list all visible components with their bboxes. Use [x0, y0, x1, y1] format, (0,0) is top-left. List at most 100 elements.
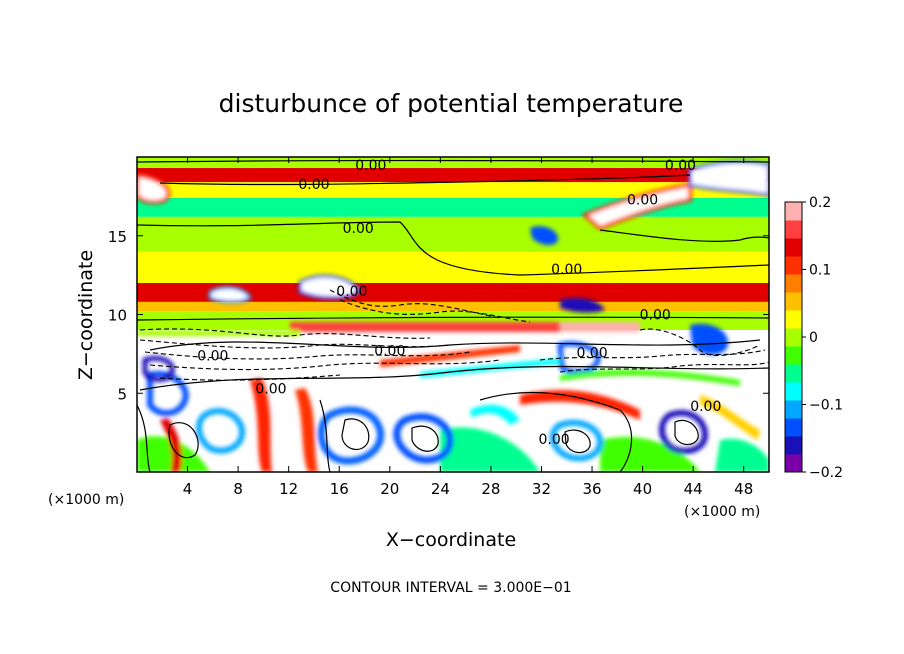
x-tick-label: 40 [633, 480, 652, 498]
mid-blue-patch [690, 323, 729, 355]
field-band [137, 157, 769, 169]
colorbar-segment [785, 220, 802, 239]
lower-green-patch [600, 436, 700, 472]
y-tick-label: 5 [117, 385, 127, 403]
contour-label: 0.00 [355, 158, 386, 174]
contour-label: 0.00 [343, 221, 374, 237]
upper-blue-patch [530, 226, 559, 246]
upper-blue-patch [560, 298, 605, 313]
colorbar-tick-label: 0 [809, 330, 818, 346]
x-tick-label: 48 [734, 480, 753, 498]
x-unit-right: (×1000 m) [684, 504, 760, 520]
colorbar-segment [785, 274, 802, 293]
contour-line [559, 361, 769, 373]
lower-red-streak [295, 388, 318, 472]
x-tick-label: 12 [279, 480, 298, 498]
colorbar-segment [785, 436, 802, 455]
upper-white-patch [137, 172, 171, 205]
colorbar-segment [785, 418, 802, 437]
x-tick-label: 32 [532, 480, 551, 498]
x-tick-label: 24 [431, 480, 450, 498]
plot-area: 0.00 0.00 0.00 0.00 0.00 0.00 0.00 0.00 0.00 0.00… [137, 157, 769, 472]
colorbar-segment [785, 382, 802, 401]
mid-red-streak [380, 345, 520, 367]
negative-contours [139, 289, 769, 381]
y-tick-label: 15 [108, 228, 127, 246]
contour-line [137, 159, 769, 163]
colorbar-segment [785, 202, 802, 221]
colorbar-ticks: 0.2 0.1 0 −0.1 −0.2 [802, 195, 843, 481]
lower-blue-ring [196, 408, 246, 454]
contour-line [329, 289, 501, 319]
lower-cyan-streak [470, 404, 520, 425]
contour-line [564, 429, 591, 454]
x-axis-label: X−coordinate [386, 529, 516, 551]
contour-line [341, 418, 370, 451]
field-band [137, 301, 769, 312]
colorbar-segment [785, 400, 802, 419]
lower-blue-ring [659, 410, 709, 455]
lower-blue-ring [317, 406, 385, 465]
colorbar-segment [785, 292, 802, 311]
colorbar-segment [785, 256, 802, 275]
contour-line [149, 359, 501, 371]
x-tick-label: 4 [183, 480, 193, 498]
colorbar-segment [785, 238, 802, 257]
mid-red-band [290, 322, 640, 332]
x-tick-label: 20 [380, 480, 399, 498]
lower-red-streak [250, 378, 272, 472]
y-axis-label: Z−coordinate [75, 250, 97, 380]
contour-line [137, 221, 769, 276]
x-unit-left: (×1000 m) [48, 492, 124, 508]
field-band [137, 216, 769, 252]
contour-line [139, 339, 451, 349]
contour-label: 0.00 [640, 308, 671, 324]
lower-green-patch [440, 427, 540, 472]
contour-line [144, 351, 471, 360]
colorbar-tick-label: 0.2 [809, 195, 831, 211]
contour-label: 0.00 [197, 348, 228, 364]
lower-field [137, 330, 769, 472]
mid-blue-ring [142, 355, 175, 382]
mid-cyan-streak [420, 358, 560, 378]
contour-line [137, 316, 769, 321]
contour-line [411, 425, 439, 452]
contour-label: 0.00 [665, 158, 696, 174]
contour-interval-note: CONTOUR INTERVAL = 3.000E−01 [330, 580, 571, 596]
contour-line [139, 328, 431, 339]
contour-line [339, 299, 531, 323]
contour-labels: 0.00 0.00 0.00 0.00 0.00 0.00 0.00 0.00 0.00 0.00… [197, 158, 721, 448]
upper-white-patch [298, 274, 363, 300]
lower-blue-ring [549, 419, 604, 462]
upper-patches [137, 160, 769, 313]
contour-label: 0.00 [551, 262, 582, 278]
contour-lines [137, 159, 769, 472]
lower-yellow-streak [700, 395, 760, 440]
chart-title: disturbunce of potential temperature [219, 89, 684, 118]
colorbar-segment [785, 454, 802, 473]
upper-white-patch [208, 286, 252, 304]
x-tick-label: 16 [330, 480, 349, 498]
contour-line [168, 422, 199, 459]
contour-line [599, 229, 769, 242]
contour-line [479, 392, 633, 472]
contour-line [159, 374, 341, 381]
x-axis-ticks: 4 8 12 16 20 24 28 32 36 40 44 48 [183, 157, 753, 498]
contour-label: 0.00 [627, 193, 658, 209]
contour-label: 0.00 [576, 345, 607, 361]
colorbar-tick-label: −0.2 [809, 465, 843, 481]
x-tick-label: 28 [481, 480, 500, 498]
x-tick-label: 36 [582, 480, 601, 498]
contour-line [319, 399, 331, 472]
colorbar-segment [785, 346, 802, 365]
mid-pink-band [560, 322, 640, 332]
lower-blue-ring [393, 413, 454, 464]
y-axis-ticks: 5 10 15 [108, 228, 769, 403]
x-tick-label: 8 [233, 480, 243, 498]
colorbar-tick-label: −0.1 [809, 398, 843, 414]
field-band [137, 182, 769, 198]
mid-yellow-streak [137, 330, 300, 336]
contour-label: 0.00 [255, 382, 286, 398]
mid-green-streak [560, 369, 740, 386]
